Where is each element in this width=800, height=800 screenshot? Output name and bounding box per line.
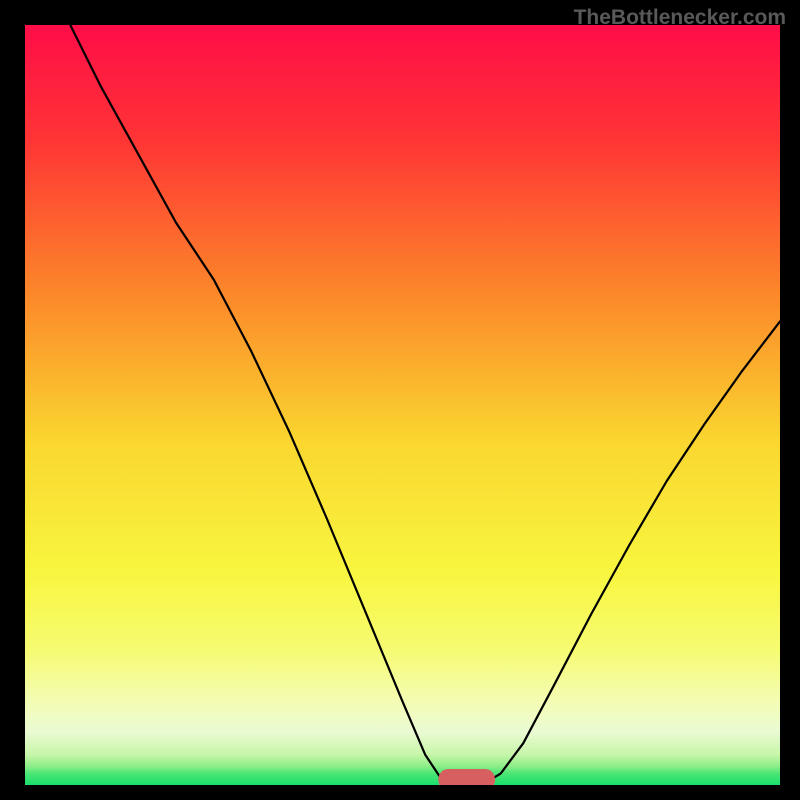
- chart-container: TheBottlenecker.com: [0, 0, 800, 800]
- watermark-text: TheBottlenecker.com: [574, 6, 786, 30]
- gradient-background: [25, 25, 780, 785]
- optimal-marker: [438, 769, 495, 785]
- bottleneck-chart: [25, 25, 780, 785]
- plot-area: [25, 25, 780, 785]
